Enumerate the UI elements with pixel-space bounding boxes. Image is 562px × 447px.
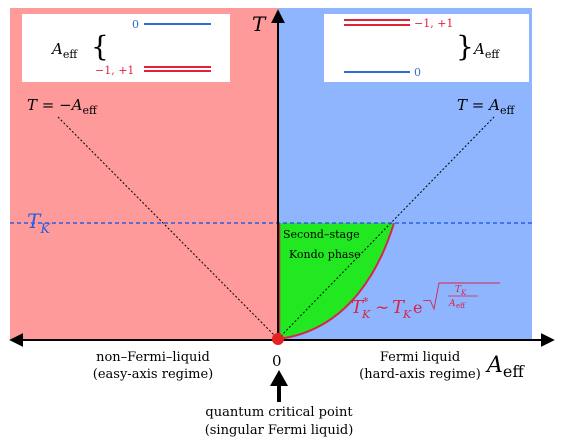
left-region-label-line2: (easy-axis regime) [93, 367, 213, 382]
kondo-phase-label-line2: Kondo phase [289, 248, 361, 261]
right-region-label-line2: (hard-axis regime) [359, 367, 481, 382]
left-legend-label: Aeff [50, 40, 78, 61]
right-legend-brace: } [456, 30, 474, 63]
left-diagonal-label: T = −Aeff [27, 96, 98, 117]
origin-label: 0 [272, 352, 282, 370]
left-region-label-line1: non–Fermi–liquid [96, 350, 210, 365]
svg-text:A: A [448, 299, 456, 309]
tk-star-formula: T ∗ K ∼ T K e − T K A eff [351, 282, 500, 321]
right-legend-lower-level-label: 0 [414, 66, 421, 79]
kondo-phase-label-line1: Second–stage [283, 228, 360, 241]
svg-text:∼: ∼ [375, 298, 389, 318]
left-legend-brace: { [91, 30, 109, 63]
svg-text:eff: eff [456, 302, 466, 310]
right-region-label-line1: Fermi liquid [380, 350, 460, 365]
tk-label: TK [27, 209, 51, 237]
svg-text:∗: ∗ [362, 293, 369, 306]
right-legend-label: Aeff [472, 40, 500, 61]
svg-text:T: T [351, 297, 365, 318]
critical-point-caption-line2: (singular Fermi liquid) [205, 423, 354, 438]
right-diagonal-label: T = Aeff [457, 96, 515, 117]
svg-text:K: K [460, 289, 467, 297]
left-legend-upper-level-label: 0 [132, 18, 139, 31]
y-axis-label: T [252, 12, 267, 36]
right-level-legend: −1, +1 0 } Aeff [324, 14, 529, 82]
left-diagonal-line [57, 116, 279, 340]
svg-text:−: − [422, 294, 431, 307]
critical-point-caption-line1: quantum critical point [205, 405, 353, 420]
left-level-legend: Aeff { 0 −1, +1 [22, 14, 230, 82]
critical-point-arrowhead [270, 370, 288, 386]
svg-text:T: T [455, 285, 462, 295]
svg-text:K: K [361, 308, 371, 321]
svg-text:T: T [392, 297, 406, 318]
left-legend-lower-level-label: −1, +1 [95, 64, 134, 77]
svg-text:K: K [402, 308, 412, 321]
svg-text:e: e [413, 298, 422, 317]
quantum-critical-point-dot [272, 333, 284, 345]
kondo-phase-region [278, 223, 394, 339]
x-axis-label: Aeff [485, 353, 525, 381]
right-legend-upper-level-label: −1, +1 [414, 17, 453, 30]
